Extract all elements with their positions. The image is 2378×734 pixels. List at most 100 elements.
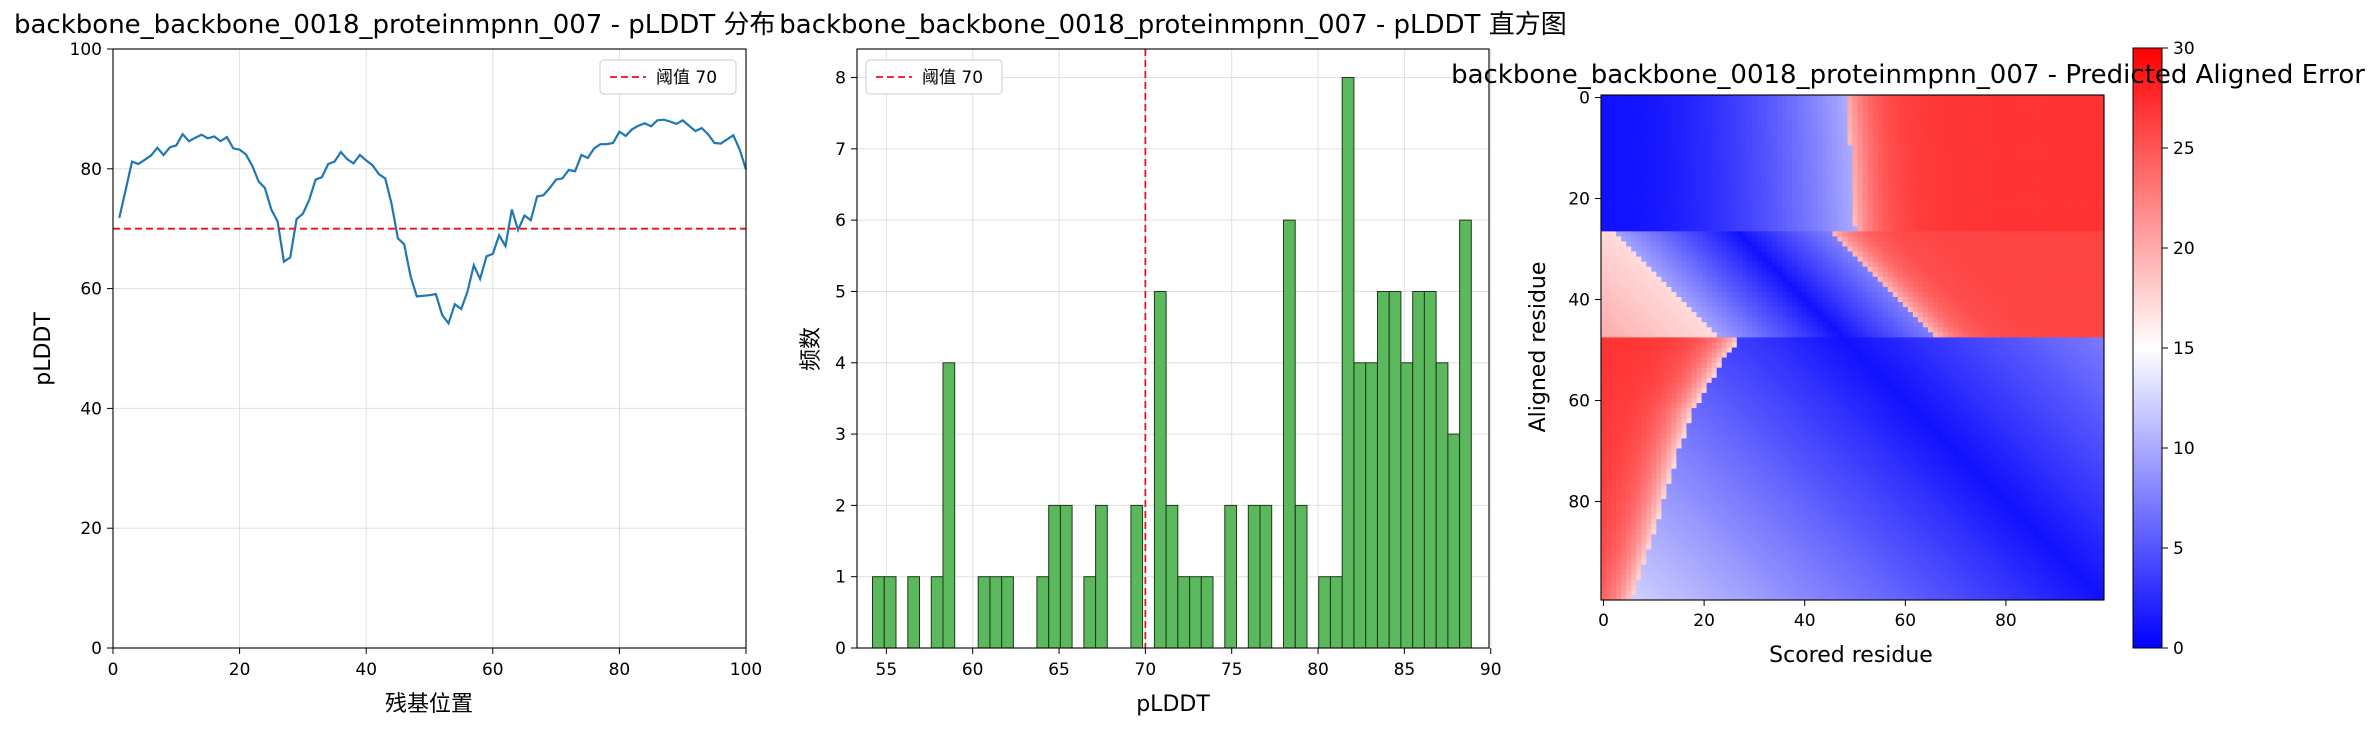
p3-cell	[1832, 110, 1837, 115]
p1-legend: 阈值 70	[600, 60, 736, 94]
p3-cell	[2084, 135, 2089, 140]
p3-cell	[1893, 317, 1898, 322]
p3-cell	[1681, 140, 1686, 145]
p3-cell	[1712, 166, 1717, 171]
p3-cell	[1948, 100, 1953, 105]
p3-cell	[1938, 135, 1943, 140]
p3-cell	[1923, 302, 1928, 307]
p3-cell	[1641, 277, 1646, 282]
p3-cell	[1918, 241, 1923, 246]
p2-xtick-label-5: 80	[1307, 660, 1329, 680]
p3-cell	[1998, 332, 2003, 337]
p3-cell	[2089, 216, 2094, 221]
p3-cell	[1641, 337, 1646, 342]
p3-cell	[1807, 211, 1812, 216]
p3-cell	[1687, 191, 1692, 196]
p3-cell	[1777, 332, 1782, 337]
p3-cell	[1732, 302, 1737, 307]
p3-cell	[2069, 236, 2074, 241]
p3-cell	[1712, 115, 1717, 120]
p3-cell	[2054, 226, 2059, 231]
p3-cell	[1958, 105, 1963, 110]
p3-cell	[1606, 312, 1611, 317]
p3-cell	[1943, 231, 1948, 236]
p3-cell	[1702, 206, 1707, 211]
p3-cell	[2039, 140, 2044, 145]
p3-cell	[1747, 196, 1752, 201]
p3-cell	[1747, 161, 1752, 166]
p3-cell	[2049, 181, 2054, 186]
p3-cell	[2008, 161, 2013, 166]
p3-cell	[1797, 201, 1802, 206]
p3-cell	[1873, 130, 1878, 135]
p3-cell	[1782, 241, 1787, 246]
p3-cell	[2089, 206, 2094, 211]
p3-cell	[2003, 252, 2008, 257]
p3-cell	[1732, 125, 1737, 130]
p3-cell	[1993, 236, 1998, 241]
p3-cell	[1983, 125, 1988, 130]
p3-cell	[2008, 262, 2013, 267]
p3-cell	[2039, 166, 2044, 171]
p3-cell	[1762, 267, 1767, 272]
p3-cell	[1943, 272, 1948, 277]
p3-cell	[1772, 252, 1777, 257]
p3-cell	[1878, 140, 1883, 145]
p3-cell	[1757, 247, 1762, 252]
p3-cell	[1641, 146, 1646, 151]
p3-cell	[1722, 241, 1727, 246]
p3-cell	[1883, 312, 1888, 317]
p3-cell	[1888, 332, 1893, 337]
p3-cell	[1787, 337, 1792, 342]
p3-cell	[1817, 277, 1822, 282]
p3-cell	[1702, 171, 1707, 176]
p3-cell	[1822, 292, 1827, 297]
p3-cell	[1812, 277, 1817, 282]
p3-cell	[1953, 272, 1958, 277]
p3-cell	[2039, 186, 2044, 191]
p3-cell	[1792, 322, 1797, 327]
p3-cell	[1908, 307, 1913, 312]
p3-cell	[1782, 332, 1787, 337]
p3-cell	[1993, 135, 1998, 140]
p3-cell	[1968, 302, 1973, 307]
p3-cell	[1702, 257, 1707, 262]
p3-cell	[1847, 236, 1852, 241]
p3-cell	[2003, 105, 2008, 110]
p3-cell	[2069, 332, 2074, 337]
p3-cell	[1827, 267, 1832, 272]
p3-cell	[1873, 115, 1878, 120]
p3-cell	[1888, 130, 1893, 135]
p3-cell	[1601, 181, 1606, 186]
p3-cell	[1697, 272, 1702, 277]
p3-cell	[1863, 120, 1868, 125]
p3-cell	[1722, 221, 1727, 226]
p3-cell	[1938, 226, 1943, 231]
p3-cell	[1611, 302, 1616, 307]
p3-cell	[1812, 262, 1817, 267]
p3-cell	[1651, 135, 1656, 140]
p3-cell	[1923, 312, 1928, 317]
p3-cell	[1847, 247, 1852, 252]
p3-cell	[1797, 100, 1802, 105]
p3-cell	[1847, 307, 1852, 312]
p3-cell	[1767, 272, 1772, 277]
p3-cell	[1983, 140, 1988, 145]
p3-cell	[1747, 216, 1752, 221]
p3-cell	[1601, 95, 1606, 100]
p3-cell	[2084, 95, 2089, 100]
p2-bar-15	[1049, 505, 1061, 648]
p3-cell	[1616, 292, 1621, 297]
p3-cell	[1631, 216, 1636, 221]
p3-cell	[1767, 196, 1772, 201]
p3-cell	[1918, 322, 1923, 327]
p3-cell	[1802, 267, 1807, 272]
p3-cell	[1988, 216, 1993, 221]
p3-cell	[1893, 267, 1898, 272]
p3-cell	[1832, 307, 1837, 312]
p3-cell	[1832, 287, 1837, 292]
p3-cell	[2039, 156, 2044, 161]
p3-cell	[1873, 171, 1878, 176]
p3-cell	[1732, 337, 1737, 342]
p3-cell	[1661, 95, 1666, 100]
